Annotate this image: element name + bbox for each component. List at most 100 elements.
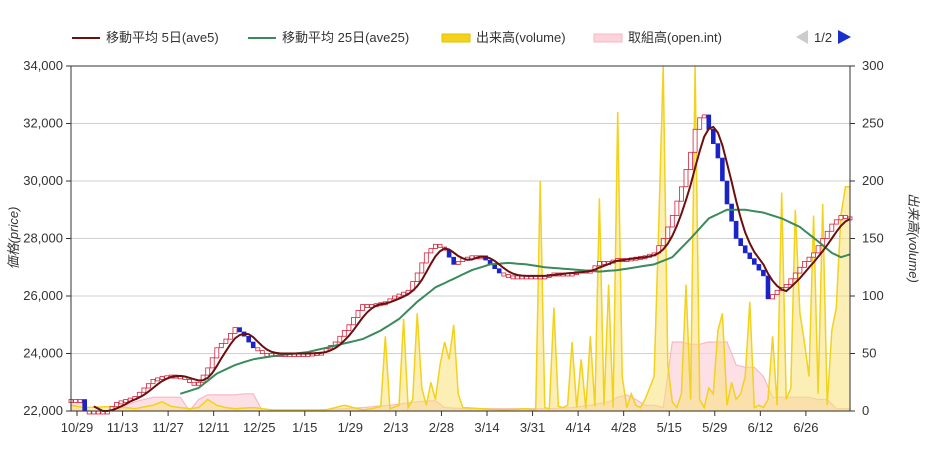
candle: [360, 304, 366, 311]
x-tick-label: 5/29: [702, 420, 727, 435]
candle: [697, 117, 703, 130]
candle: [432, 243, 438, 250]
legend-item-ave5[interactable]: 移動平均 5日(ave5): [72, 30, 219, 45]
candle: [505, 273, 511, 278]
candle: [674, 200, 680, 216]
legend-item-volume[interactable]: 出来高(volume): [441, 30, 566, 45]
candle: [688, 151, 693, 171]
y-left-tick-label: 28,000: [23, 231, 63, 246]
candle: [205, 367, 211, 376]
candle: [414, 272, 420, 283]
y-left-tick-label: 32,000: [23, 116, 63, 131]
candle: [350, 317, 356, 326]
legend-label-openint: 取組高(open.int): [628, 30, 722, 45]
candle: [401, 291, 407, 296]
y-right-tick-label: 100: [862, 288, 884, 303]
candle: [683, 169, 689, 188]
x-tick-label: 6/12: [748, 420, 773, 435]
candle: [838, 215, 844, 221]
candle: [218, 342, 224, 349]
candle: [73, 399, 78, 403]
candle: [756, 264, 762, 271]
candle: [259, 350, 265, 355]
candle: [501, 272, 507, 277]
candle: [710, 129, 716, 145]
candle: [843, 215, 848, 219]
candle: [811, 252, 816, 258]
candle: [815, 245, 821, 254]
candle: [692, 128, 698, 153]
chart-legend: 移動平均 5日(ave5) 移動平均 25日(ave25) 出来高(volume…: [72, 30, 722, 45]
candle: [364, 304, 370, 309]
candle: [833, 219, 839, 225]
ave5-line: [93, 125, 851, 412]
x-tick-label: 5/15: [657, 420, 682, 435]
candle: [391, 295, 397, 300]
candle: [141, 387, 147, 393]
candle: [742, 245, 748, 254]
candle: [597, 261, 602, 267]
y-axis-left: 22,000 24,000 26,000 28,000 30,000 32,000 34,0…: [23, 58, 71, 418]
candle: [155, 377, 161, 382]
candle: [118, 400, 124, 405]
candle: [355, 309, 361, 318]
candle: [733, 220, 739, 239]
x-tick-label: 12/11: [198, 420, 230, 435]
x-axis: 10/29 11/13 11/27 12/11 12/25 1/15 1/29 2/13 2/2…: [61, 411, 819, 435]
candle: [720, 157, 725, 182]
candle: [232, 327, 238, 334]
candle: [761, 269, 766, 277]
legend-label-ave25: 移動平均 25日(ave25): [282, 30, 409, 45]
pager-prev-icon[interactable]: [796, 30, 808, 44]
candle: [515, 275, 520, 280]
candle: [601, 261, 607, 265]
candle: [150, 378, 156, 385]
y-left-tick-label: 34,000: [23, 58, 63, 73]
candle: [665, 226, 671, 239]
candle: [724, 180, 730, 205]
y-right-tick-label: 0: [862, 403, 869, 418]
y-left-tick-label: 26,000: [23, 288, 63, 303]
candle: [496, 268, 502, 274]
x-tick-label: 3/14: [474, 420, 499, 435]
candle: [419, 262, 425, 274]
grid-lines: [71, 123, 850, 354]
y-axis-left-title: 価格(price): [6, 207, 21, 270]
candle: [186, 378, 192, 383]
y-right-tick-label: 150: [862, 231, 884, 246]
x-tick-label: 1/15: [292, 420, 317, 435]
candle: [346, 324, 352, 331]
candle: [423, 252, 429, 264]
candle: [747, 252, 753, 259]
candle: [77, 399, 83, 403]
x-tick-label: 12/25: [243, 420, 276, 435]
legend-item-openint[interactable]: 取組高(open.int): [593, 30, 722, 45]
legend-label-volume: 出来高(volume): [476, 30, 566, 45]
x-tick-label: 10/29: [61, 420, 94, 435]
y-axis-right-title: 出来高(volume): [906, 193, 921, 283]
candle: [341, 330, 347, 337]
candle: [660, 238, 666, 247]
x-tick-label: 11/27: [152, 420, 184, 435]
x-tick-label: 2/13: [383, 420, 408, 435]
candle: [227, 332, 233, 340]
candle: [209, 357, 215, 369]
y-left-tick-label: 30,000: [23, 173, 63, 188]
legend-item-ave25[interactable]: 移動平均 25日(ave25): [248, 30, 409, 45]
candle: [250, 341, 256, 349]
y-right-tick-label: 300: [862, 58, 884, 73]
candle: [701, 114, 707, 119]
volume-series: [70, 65, 850, 411]
candle: [783, 284, 789, 288]
candle: [145, 383, 151, 389]
x-tick-label: 1/29: [338, 420, 363, 435]
candle: [196, 381, 202, 386]
pager-next-icon[interactable]: [838, 30, 851, 44]
candle: [114, 401, 119, 408]
candle: [765, 275, 771, 300]
y-right-tick-label: 50: [862, 346, 876, 361]
candle: [437, 243, 443, 248]
moving-averages: [93, 125, 851, 412]
candle: [246, 335, 251, 343]
